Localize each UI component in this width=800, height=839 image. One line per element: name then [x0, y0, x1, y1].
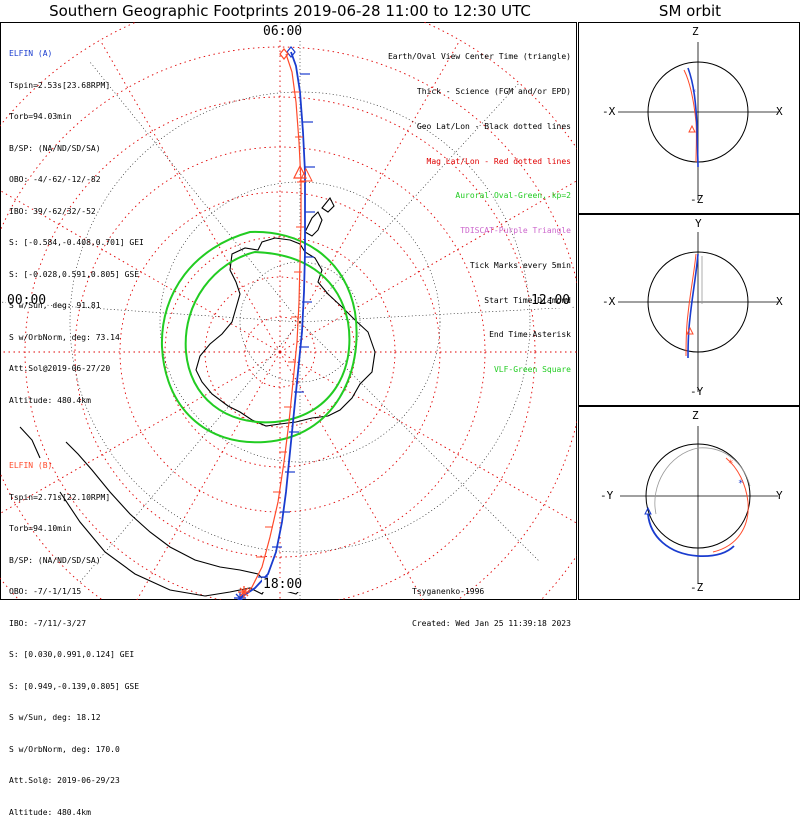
- sm-plot-xy: [578, 214, 800, 406]
- elfin-a-line: Torb=94.03min: [9, 112, 72, 121]
- elfin-a-line: B/SP: (NA/ND/SD/SA): [9, 143, 101, 153]
- elfin-b-line: IBO: -7/11/-3/27: [9, 618, 87, 628]
- elfin-a-track: [239, 51, 306, 599]
- legend-entry: Earth/Oval View Center Time (triangle): [387, 52, 571, 62]
- elfin-a-line: OBO: -4/-62/-12/-82: [9, 175, 101, 184]
- legend-entry: Thick - Science (FGM and/or EPD): [416, 86, 571, 96]
- sm-xz-top-label: Z: [692, 25, 699, 38]
- sm-xy-left-label: -X: [602, 295, 616, 308]
- sm-panel-yz: * * Z -Z -Y Y: [578, 406, 800, 600]
- sm-orbit-title: SM orbit: [658, 2, 722, 20]
- sm-xy-bottom-label: -Y: [690, 385, 704, 398]
- elfin-b-line: Att.Sol@: 2019-06-29/23: [9, 776, 120, 785]
- elfin-b-line: Tspin=2.71s[22.10RPM]: [9, 492, 111, 502]
- sm-xz-right-label: X: [776, 105, 783, 118]
- clock-label-left: 00:00: [6, 293, 48, 308]
- sm-panel-xy: Y -Y -X X: [578, 214, 800, 406]
- sm-xy-right-label: X: [776, 295, 783, 308]
- elfin-a-line: S: [-0.028,0.591,0.805] GSE: [9, 269, 140, 279]
- model-label: Tsyganenko-1996: [412, 587, 485, 596]
- elfin-a-line: Tspin=2.53s[23.68RPM]: [9, 80, 111, 90]
- legend-entry: TDISCAT-Purple Triangle: [460, 226, 571, 236]
- elfin-b-line: S: [0.030,0.991,0.124] GEI: [9, 650, 135, 659]
- sm-xz-left-label: -X: [602, 105, 616, 118]
- elfin-a-line: Altitude: 480.4km: [9, 395, 91, 405]
- legend-entry: VLF-Green Square: [493, 365, 571, 375]
- elfin-b-line: S w/Sun, deg: 18.12: [9, 713, 101, 722]
- elfin-a-center-triangle: [299, 167, 313, 182]
- sm-yz-bottom-label: -Z: [690, 581, 704, 594]
- elfin-a-line: IBO: 39/-62/32/-52: [9, 206, 96, 216]
- legend-entry: Start Time-Diamond: [484, 295, 571, 305]
- elfin-a-line: S w/OrbNorm, deg: 73.14: [9, 332, 120, 342]
- mag-grid-meridians: [0, 22, 577, 600]
- end-asterisk-b: [238, 586, 250, 598]
- legend-entry: Tick Marks every 5min: [469, 260, 571, 270]
- sm-panel-xz: * Z -Z -X X: [578, 22, 800, 214]
- legend-entry: Auroral Oval-Green, kp=2: [455, 191, 571, 201]
- footprint-map: [0, 22, 577, 600]
- sm-yz-left-label: -Y: [600, 489, 614, 502]
- elfin-b-center-triangle: [293, 164, 307, 179]
- antarctica-coastline: [195, 196, 376, 427]
- svg-text:*: *: [738, 479, 743, 489]
- elfin-a-ticks: [258, 73, 315, 578]
- elfin-b-line: Torb=94.10min: [9, 524, 72, 533]
- elfin-b-line: B/SP: (NA/ND/SD/SA): [9, 555, 101, 565]
- sm-xz-bottom-label: -Z: [690, 193, 704, 206]
- elfin-a-start-diamond: [286, 46, 296, 58]
- elfin-b-line: S: [0.949,-0.139,0.805] GSE: [9, 681, 140, 691]
- clock-label-top: 06:00: [262, 24, 304, 39]
- sm-yz-top-label: Z: [692, 409, 699, 422]
- elfin-a-line: ELFIN (A): [9, 49, 53, 58]
- elfin-b-info: ELFIN (B) Tspin=2.71s[22.10RPM] Torb=94.…: [9, 440, 139, 839]
- elfin-b-track: [243, 53, 302, 597]
- elfin-a-line: S w/Sun, deg: 91.81: [9, 301, 101, 310]
- elfin-b-line: S w/OrbNorm, deg: 170.0: [9, 744, 120, 754]
- elfin-b-start-diamond: [279, 48, 289, 60]
- legend-entry: End Time-Asterisk: [489, 330, 571, 340]
- footprint-map-panel: 06:00 00:00 12:00 18:00 ELFIN (A) Tspin=…: [0, 22, 577, 817]
- sm-xy-top-label: Y: [695, 217, 702, 230]
- elfin-b-line: ELFIN (B): [9, 461, 53, 470]
- legend-entry: Mag Lat/Lon - Red dotted lines: [426, 156, 572, 166]
- elfin-b-line: OBO: -7/-1/1/15: [9, 587, 82, 596]
- elfin-a-line: Att.Sol@2019-06-27/20: [9, 364, 111, 373]
- sm-plot-yz: * *: [578, 406, 800, 600]
- main-title: Southern Geographic Footprints 2019-06-2…: [49, 2, 531, 20]
- svg-text:*: *: [728, 459, 733, 469]
- auroral-oval: [160, 230, 358, 444]
- elfin-a-info: ELFIN (A) Tspin=2.53s[23.68RPM] Torb=94.…: [9, 28, 144, 427]
- elfin-b-ticks: [256, 91, 305, 558]
- credit-block: Tsyganenko-1996 Created: Wed Jan 25 11:3…: [412, 566, 571, 650]
- legend-entry: Geo Lat/Lon - Black dotted lines: [416, 121, 571, 131]
- sm-plot-xz: *: [578, 22, 800, 214]
- legend: Earth/Oval View Center Time (triangle) T…: [388, 28, 571, 399]
- sm-yz-right-label: Y: [776, 489, 783, 502]
- svg-text:*: *: [692, 88, 696, 96]
- clock-label-bottom: 18:00: [262, 577, 304, 592]
- elfin-b-line: Altitude: 480.4km: [9, 807, 91, 817]
- created-timestamp: Created: Wed Jan 25 11:39:18 2023: [412, 618, 571, 628]
- elfin-a-line: S: [-0.584,-0.408,0.701] GEI: [9, 238, 144, 247]
- clock-label-right: 12:00: [530, 293, 572, 308]
